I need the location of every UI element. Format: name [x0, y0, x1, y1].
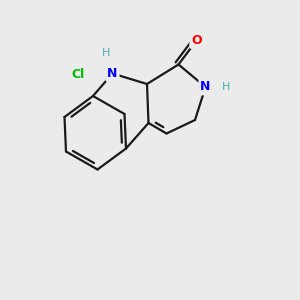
Text: N: N: [107, 67, 118, 80]
Text: O: O: [191, 34, 202, 47]
Text: Cl: Cl: [71, 68, 85, 82]
Text: H: H: [222, 82, 231, 92]
Text: N: N: [200, 80, 211, 94]
Text: H: H: [102, 47, 111, 58]
